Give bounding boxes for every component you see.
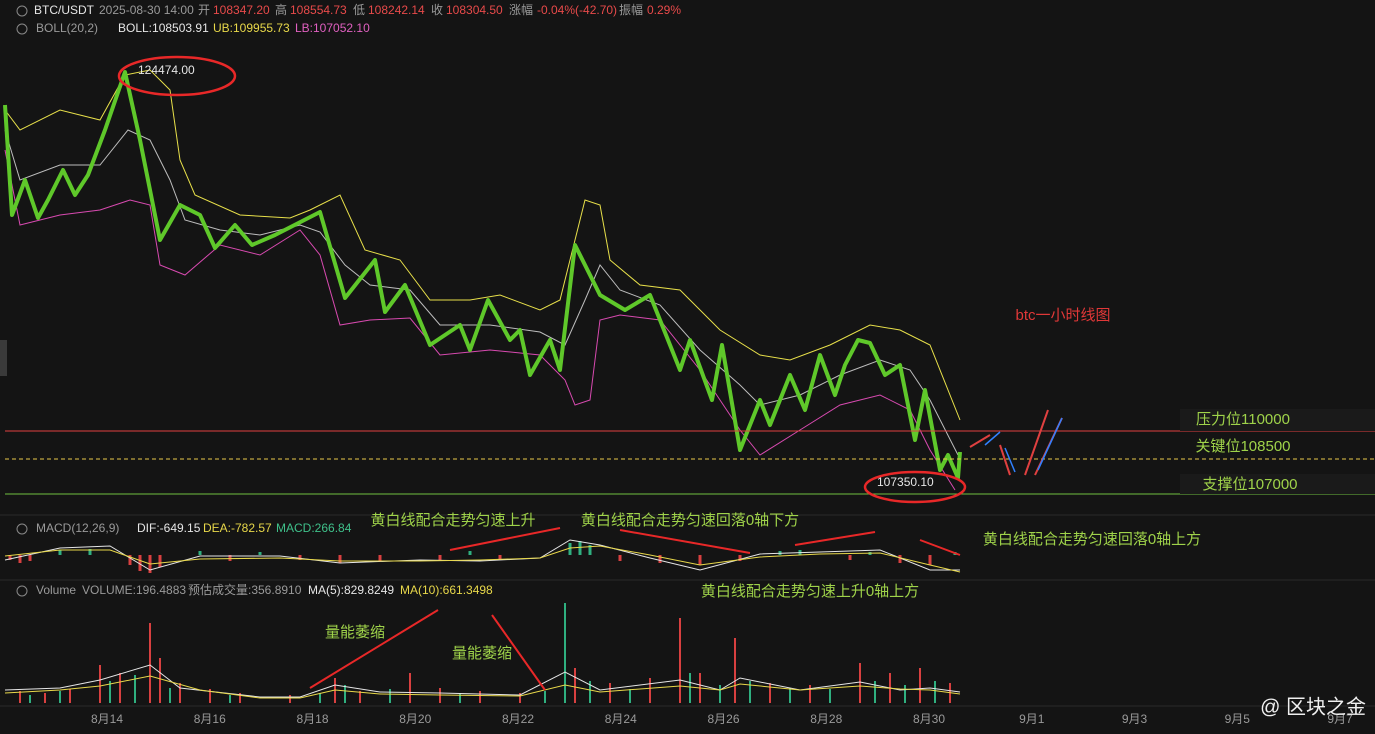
symbol: BTC/USDT [34, 3, 95, 17]
ma5-line [4, 664, 961, 698]
highlight-circle [117, 55, 237, 97]
value: DIF:-649.15 [137, 521, 201, 535]
highlight-circle [863, 470, 967, 504]
volume-legend: Volume VOLUME:196.4883 预估成交量:356.8910 MA… [16, 582, 493, 597]
icon[interactable] [16, 585, 28, 597]
header: BTC/USDT 2025-08-30 14:00 开 108347.20 高 … [16, 2, 681, 17]
value: BOLL:108503.91 [118, 21, 209, 35]
value: UB:109955.73 [213, 21, 290, 35]
boll-mid [4, 129, 959, 456]
volume-bars-down [19, 618, 951, 703]
icon[interactable] [16, 523, 28, 535]
boll-lower [4, 149, 956, 491]
value: MA(10):661.3498 [400, 583, 493, 597]
label: 低 [353, 3, 365, 17]
forecast-arrows [984, 417, 1063, 473]
datetime: 2025-08-30 14:00 [99, 3, 194, 17]
icon[interactable] [16, 5, 28, 17]
x-tick-label: 8月28 [810, 712, 842, 726]
x-axis: 8月14 8月16 8月18 8月20 8月22 8月24 8月26 8月28 8月30 9月1 9… [91, 712, 1353, 726]
annotation: 黄白线配合走势匀速上升0轴上方 [701, 583, 919, 600]
indicator-name: MACD(12,26,9) [36, 521, 119, 535]
value: 108347.20 [213, 3, 270, 17]
annotation: 黄白线配合走势匀速上升 [370, 512, 535, 529]
annotation-arrows [449, 527, 961, 556]
x-tick-label: 8月22 [502, 712, 534, 726]
level-label: 支撑位107000 [1202, 476, 1297, 493]
dea-line [4, 545, 961, 573]
trend-zigzag [3, 70, 962, 480]
price-label: 124474.00 [138, 63, 195, 77]
value: 预估成交量:356.8910 [188, 582, 302, 597]
value: 108242.14 [368, 3, 425, 17]
label-box [1180, 474, 1375, 494]
watermark: @ 区块之金 [1260, 695, 1366, 718]
label-box [1180, 409, 1375, 431]
x-tick-label: 9月1 [1019, 712, 1045, 726]
icon[interactable] [16, 23, 28, 35]
macd-hist-neg [8, 555, 932, 573]
forecast-arrows [969, 409, 1063, 476]
x-tick-label: 8月26 [707, 712, 739, 726]
x-tick-label: 9月7 [1327, 712, 1353, 726]
annotation-arrows [309, 609, 546, 691]
x-tick-label: 8月24 [605, 712, 637, 726]
price-label: 107350.10 [877, 475, 934, 489]
level-label: 压力位110000 [1196, 411, 1290, 428]
x-tick-label: 8月16 [194, 712, 226, 726]
x-tick-label: 8月18 [296, 712, 328, 726]
indicator-name: Volume [36, 583, 76, 597]
boll-upper [4, 69, 961, 421]
volume-pane [4, 603, 961, 703]
value: MACD:266.84 [276, 521, 352, 535]
label: 开 [198, 3, 210, 17]
volume-bars-up [29, 603, 936, 703]
value: 108554.73 [290, 3, 347, 17]
label: 收 [431, 3, 443, 17]
label: 振幅 [619, 2, 643, 17]
annotation: 黄白线配合走势匀速回落0轴下方 [581, 512, 799, 529]
value: 108304.50 [446, 3, 503, 17]
x-tick-label: 8月14 [91, 712, 123, 726]
side-handle[interactable] [0, 340, 7, 376]
ma10-line [4, 675, 961, 699]
indicator-name: BOLL(20,2) [36, 21, 98, 35]
annotation: 量能萎缩 [325, 624, 385, 641]
value: LB:107052.10 [295, 21, 370, 35]
x-tick-label: 9月5 [1225, 712, 1251, 726]
label: 涨幅 [509, 2, 533, 17]
value: 0.29% [647, 3, 681, 17]
value: -0.04%(-42.70) [537, 3, 617, 17]
value: MA(5):829.8249 [308, 583, 394, 597]
macd-legend: MACD(12,26,9) DIF:-649.15 DEA:-782.57 MA… [16, 521, 352, 535]
annotation: 量能萎缩 [452, 645, 512, 662]
annotation: btc一小时线图 [1015, 307, 1110, 324]
level-label: 关键位108500 [1195, 438, 1290, 455]
value: DEA:-782.57 [203, 521, 272, 535]
price-pane [3, 55, 1375, 504]
label: 高 [275, 2, 287, 17]
annotation: 黄白线配合走势匀速回落0轴上方 [983, 531, 1201, 548]
macd-pane [4, 527, 961, 573]
x-tick-label: 8月30 [913, 712, 945, 726]
boll-legend: BOLL(20,2) BOLL:108503.91 UB:109955.73 L… [16, 21, 370, 35]
value: VOLUME:196.4883 [82, 583, 186, 597]
x-tick-label: 9月3 [1122, 712, 1148, 726]
x-tick-label: 8月20 [399, 712, 431, 726]
